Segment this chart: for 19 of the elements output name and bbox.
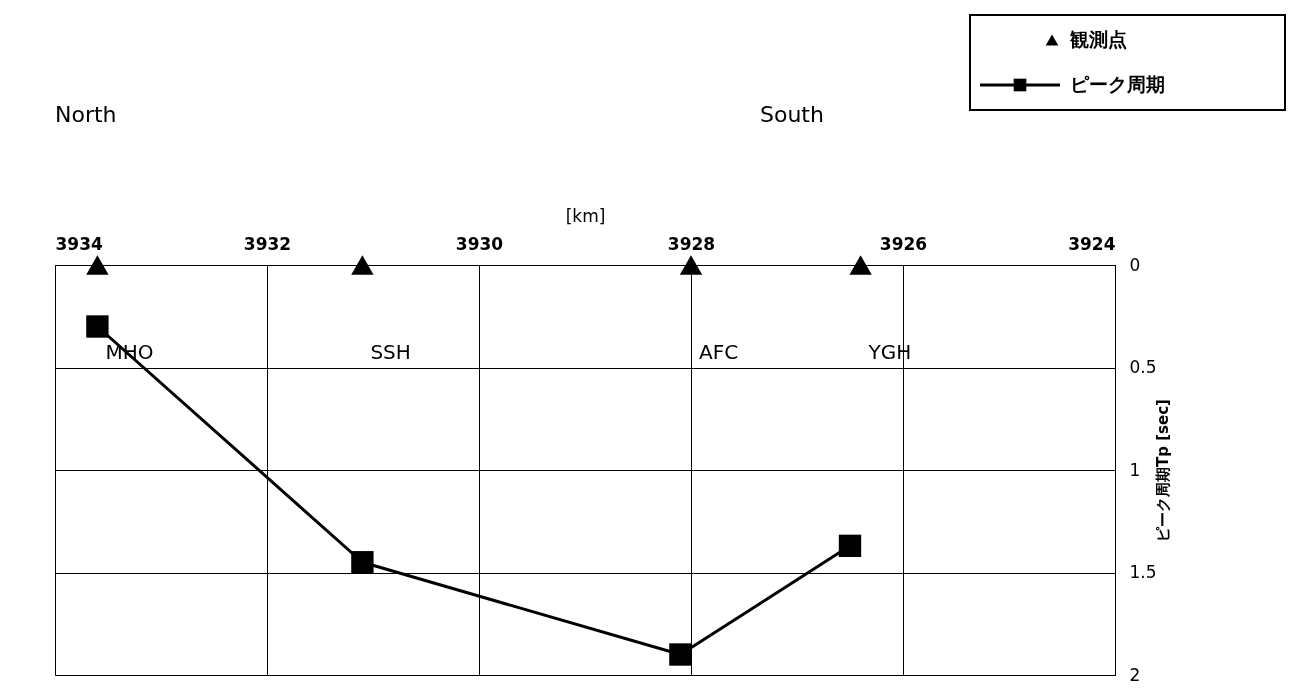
annotation: SSH [370,340,411,365]
y-tick-label: 0 [1129,254,1141,275]
y-tick-label: 1 [1129,459,1141,480]
x-tick-label: 3934 [55,233,103,254]
y-tick-label: 2 [1129,664,1141,685]
x-axis-title: [km] [565,205,606,226]
text: North [55,102,117,127]
text: South [760,102,824,127]
x-tick-label: 3932 [243,233,292,254]
x-tick-label: 3924 [1068,233,1116,254]
x-tick-label: 3930 [455,233,504,254]
legend-label: ピーク周期 [1070,73,1165,95]
legend-label: 観測点 [1069,28,1127,50]
y-axis-title: ピーク周期Tp [sec] [1153,399,1172,542]
y-tick-label: 0.5 [1129,357,1157,377]
y-tick-label: 1.5 [1129,562,1157,582]
x-tick-label: 3928 [667,233,716,254]
x-tick-label: 3926 [879,233,928,254]
annotation: AFC [699,340,739,365]
